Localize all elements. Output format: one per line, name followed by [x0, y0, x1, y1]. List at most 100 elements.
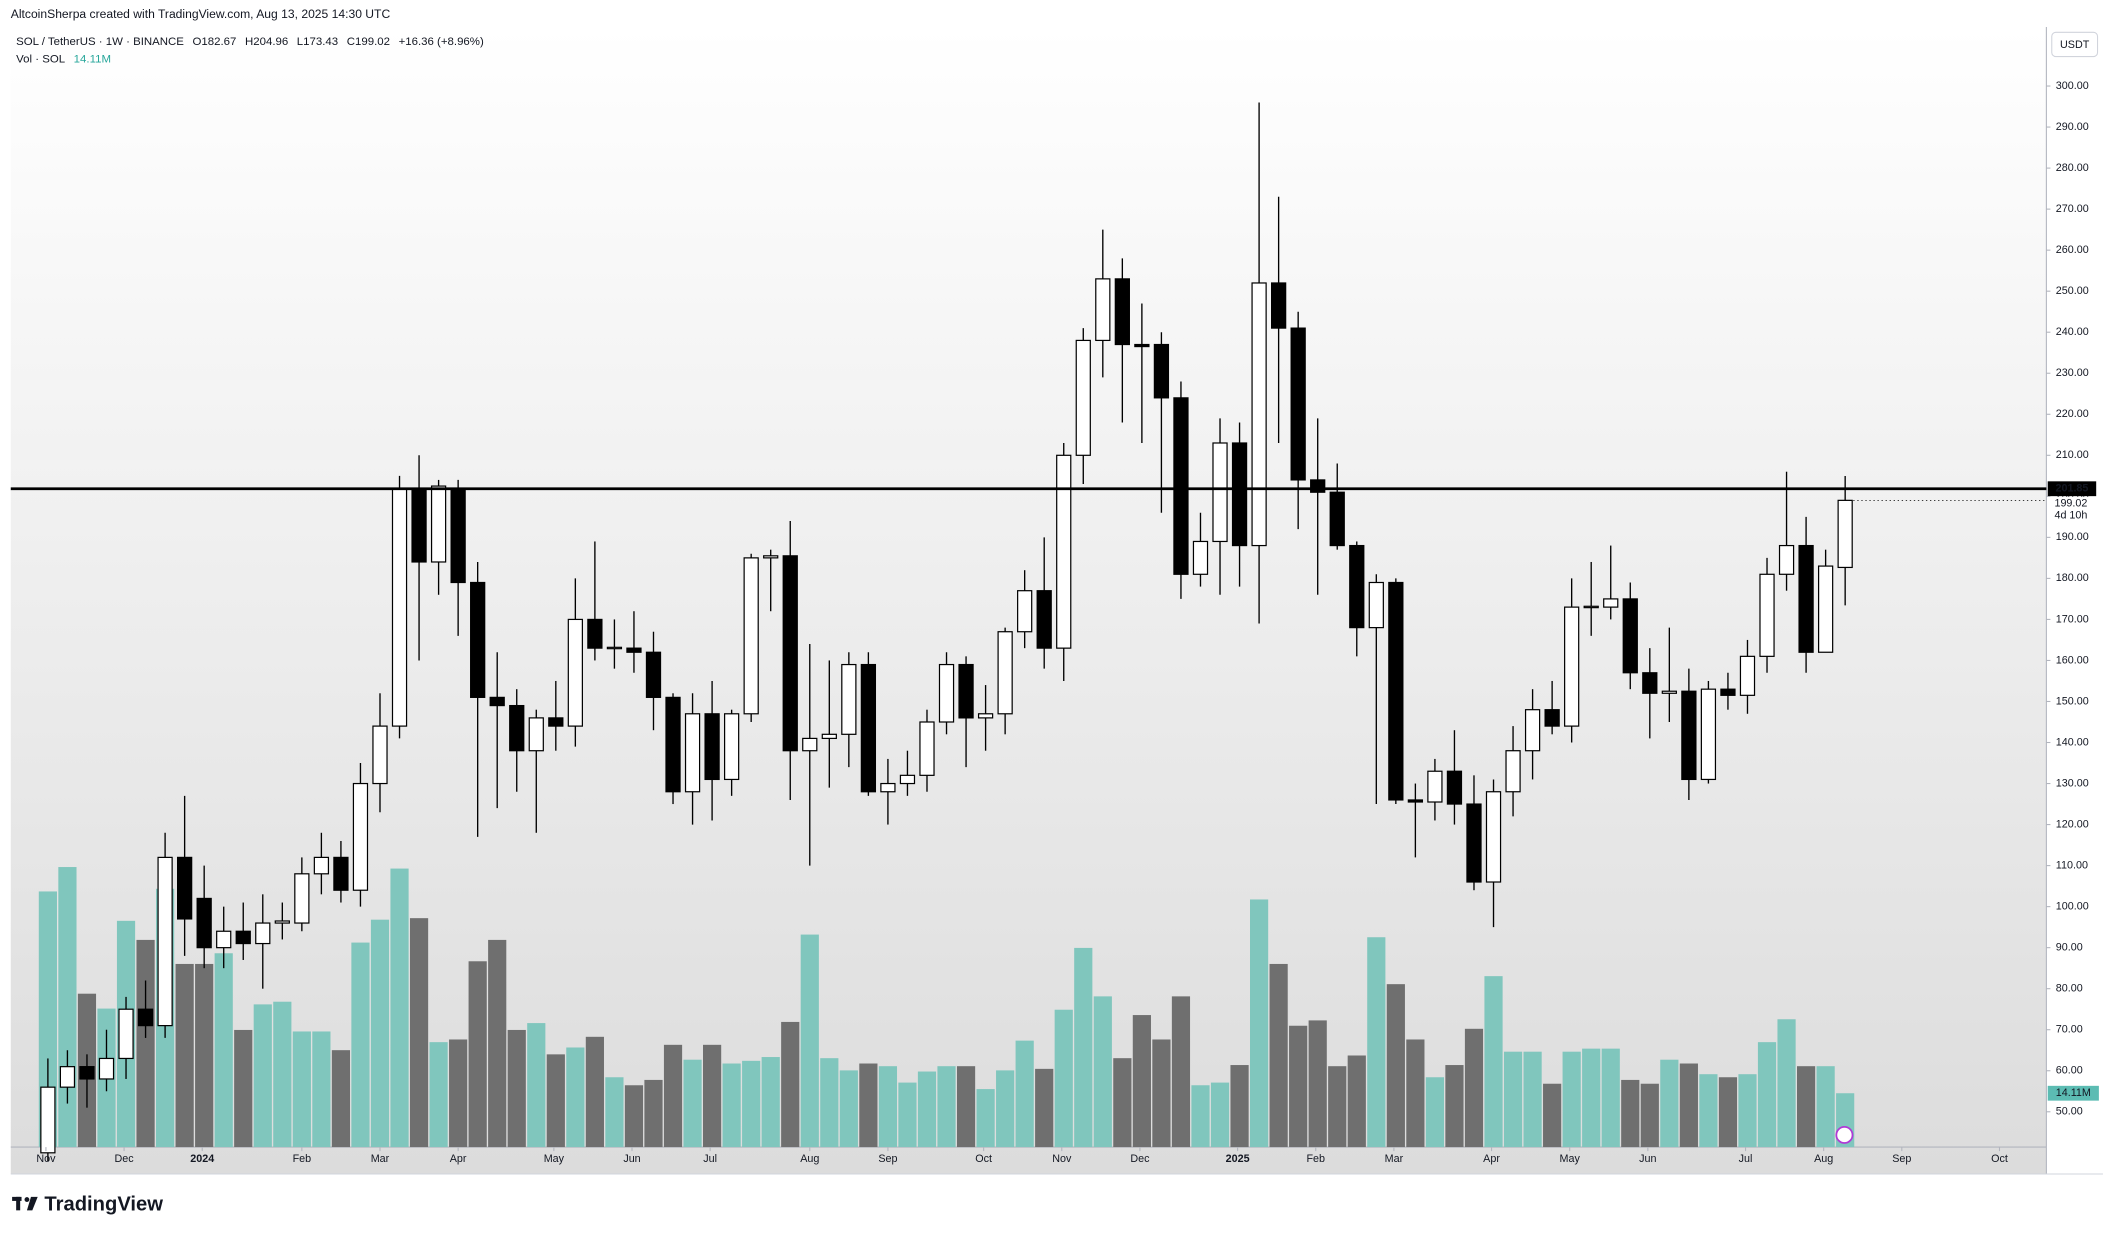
volume-bar — [1679, 1063, 1698, 1148]
candle-body — [1485, 791, 1502, 883]
candle-body — [1798, 544, 1814, 653]
candle-body — [352, 782, 369, 891]
candle-body — [255, 922, 271, 945]
candle-body — [723, 713, 740, 781]
credit: AltcoinSherpa created with TradingView.c… — [11, 7, 391, 21]
volume-bar — [1210, 1082, 1230, 1148]
volume-bar — [1191, 1085, 1210, 1148]
logo-part — [24, 1197, 30, 1202]
candle-body — [430, 485, 447, 563]
volume-bar — [331, 1050, 351, 1148]
candle-body — [782, 555, 798, 752]
volume-badge-label: 14.11M — [2056, 1087, 2091, 1099]
volume-bar — [546, 1054, 565, 1148]
candle-body — [118, 1008, 134, 1060]
y-tick-label: 160.00 — [2056, 654, 2089, 666]
marks — [38, 102, 1855, 1162]
x-tick-label: Oct — [1991, 1153, 2008, 1165]
level-label: 201.85 — [2055, 483, 2088, 495]
low-prefix: L — [297, 36, 303, 48]
volume-bar — [1660, 1059, 1679, 1148]
legend-row: SOL / TetherUS · 1W · BINANCE O182.67 H2… — [16, 36, 484, 48]
candle-body — [1251, 282, 1267, 547]
candle-body — [470, 581, 486, 698]
volume-bar — [507, 1029, 526, 1148]
candle-body — [528, 717, 544, 752]
volume-legend: Vol · SOL 14.11M — [16, 53, 111, 65]
currency-box[interactable] — [2051, 31, 2099, 58]
y-tick-label: 50.00 — [2056, 1106, 2083, 1118]
candle-body — [137, 1008, 154, 1027]
candle-body — [294, 873, 310, 924]
y-tick-label: 110.00 — [2056, 859, 2088, 871]
volume-bar — [1093, 996, 1112, 1148]
volume-bar — [1484, 976, 1503, 1148]
candle-body — [391, 487, 408, 727]
volume-bar — [1035, 1068, 1054, 1148]
brand: TradingView — [44, 1193, 163, 1215]
y-tick-label: 300.00 — [2056, 80, 2089, 92]
candle-body — [1212, 442, 1228, 543]
close-prefix: C — [347, 36, 355, 48]
y-tick-label: 270.00 — [2056, 203, 2089, 215]
volume-bar — [1464, 1028, 1484, 1148]
volume-bar — [1503, 1051, 1523, 1148]
change: +16.36 (+8.96%) — [399, 36, 484, 48]
candle-body — [1290, 327, 1306, 481]
candle-body — [645, 651, 662, 698]
volume-bar — [976, 1089, 995, 1148]
candle-body — [548, 717, 564, 727]
open-prefix: O — [193, 36, 202, 48]
candle-body — [1446, 770, 1463, 805]
x-tick-label: Jul — [703, 1153, 717, 1165]
y-tick-label: 100.00 — [2056, 900, 2089, 912]
candle-body — [899, 774, 916, 785]
volume-bar — [917, 1071, 937, 1148]
candle-body — [1837, 499, 1853, 569]
x-tick-label: Mar — [371, 1153, 390, 1165]
candle-body — [1427, 770, 1443, 803]
candle-body — [1017, 590, 1033, 633]
countdown: 4d 10h — [2054, 510, 2087, 522]
candle-body — [411, 487, 427, 563]
volume-bar — [292, 1031, 311, 1148]
candle-body — [40, 1086, 56, 1154]
volume-bar — [136, 939, 155, 1148]
y-tick-label: 150.00 — [2056, 695, 2089, 707]
volume-bar — [1328, 1066, 1347, 1148]
volume-bar — [898, 1082, 917, 1148]
candle-body — [860, 663, 877, 793]
volume-bar — [1777, 1019, 1796, 1148]
x-tick-label: May — [1560, 1153, 1581, 1165]
volume-bar — [1269, 963, 1288, 1148]
volume-bar — [1308, 1020, 1327, 1148]
volume-bar — [1113, 1058, 1132, 1148]
candle-body — [235, 930, 251, 945]
candle-body — [176, 856, 193, 920]
last-price-label: 199.02 — [2054, 497, 2087, 509]
candle-body — [1329, 491, 1345, 547]
volume-bar — [1562, 1051, 1581, 1148]
candle-body — [1075, 339, 1091, 456]
volume-bar — [1718, 1077, 1738, 1148]
volume-bar — [761, 1057, 780, 1148]
volume-bar — [585, 1036, 604, 1148]
candle-body — [79, 1066, 95, 1080]
volume-bar — [742, 1060, 761, 1148]
candle-body — [1564, 606, 1580, 727]
volume-bar — [1054, 1009, 1073, 1148]
candle-body — [1524, 709, 1541, 752]
event-icon[interactable] — [1835, 1125, 1854, 1144]
candle-body — [59, 1066, 76, 1088]
candle-body — [938, 663, 955, 723]
y-tick-label: 250.00 — [2056, 285, 2089, 297]
volume-bar — [1230, 1065, 1249, 1148]
candle-body — [1583, 605, 1599, 609]
candle-body — [1622, 598, 1638, 674]
x-tick-label: Jun — [1639, 1153, 1656, 1165]
volume-bar — [1015, 1040, 1034, 1148]
y-tick-label: 180.00 — [2056, 572, 2089, 584]
candle-body — [1388, 581, 1404, 801]
volume-bar — [429, 1042, 448, 1148]
candle-body — [567, 618, 583, 727]
